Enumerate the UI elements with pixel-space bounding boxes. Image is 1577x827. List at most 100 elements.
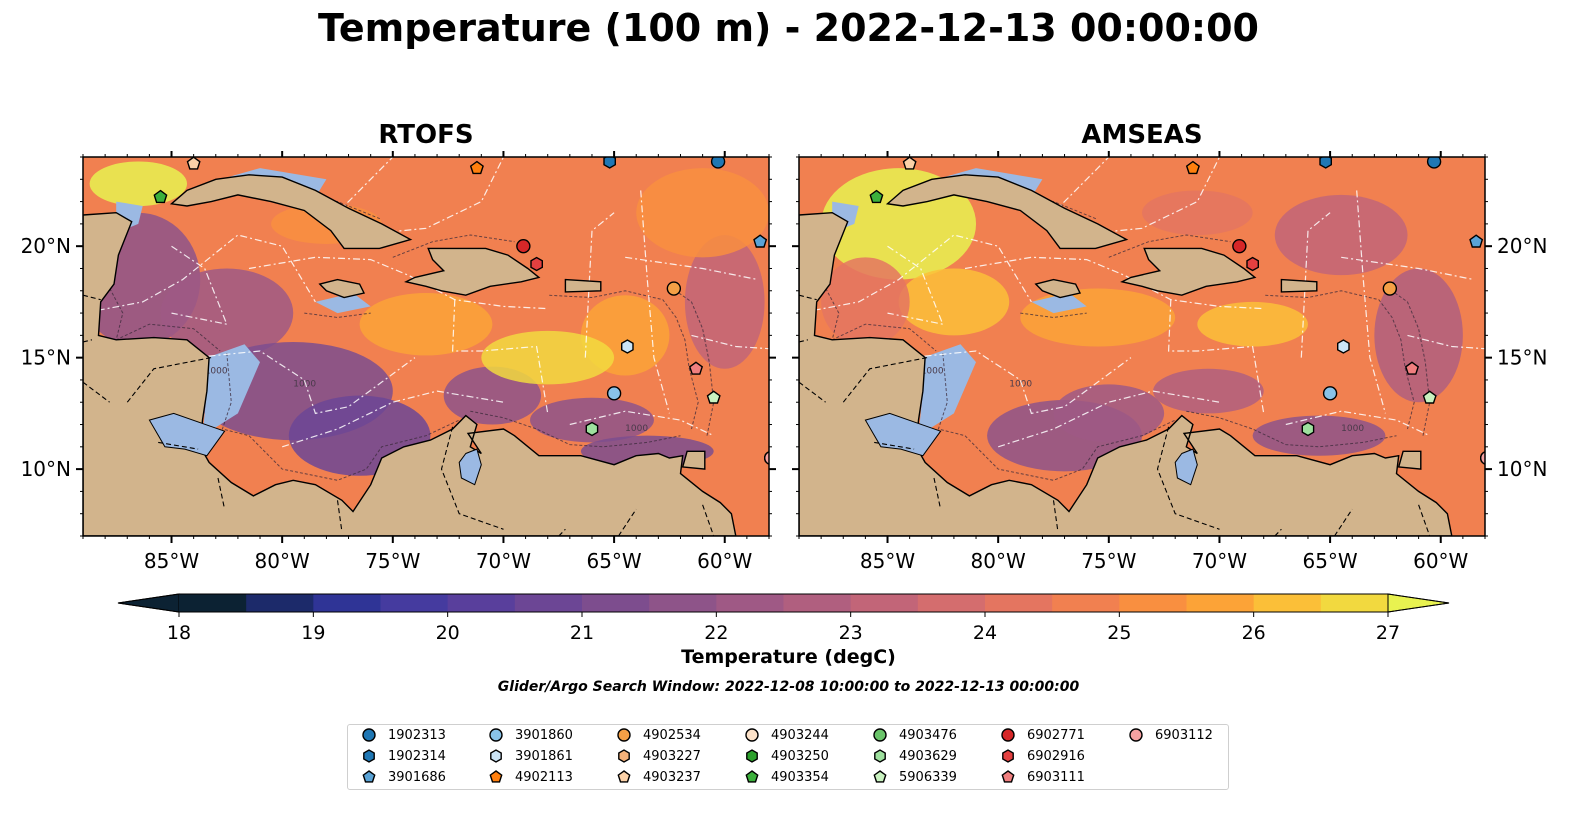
map-panel-amseas[interactable]: 1000 1000 1000 85°W 80°W 75°W 70°W 65°W 60°W 10°N… (792, 151, 1547, 573)
eez-boundary (451, 299, 549, 414)
legend-item-4903629: 4903629 (870, 746, 957, 766)
country-border (83, 294, 101, 301)
legend-label: 5906339 (899, 769, 957, 785)
contour-label: 1000 (205, 366, 228, 376)
country-border (842, 357, 928, 403)
float-marker-4903237 (902, 157, 917, 170)
legend-label: 4903354 (771, 769, 829, 785)
colorbar-segment (313, 594, 382, 612)
isobath-contour (937, 353, 1176, 481)
colorbar-label: Temperature (degC) (681, 646, 896, 668)
country-border (874, 441, 915, 450)
land-yucatan (83, 211, 737, 536)
legend-label: 3901860 (515, 727, 573, 743)
lat-tick-label: 20°N (21, 234, 71, 258)
legend-item-6903112: 6903112 (1126, 725, 1213, 745)
colorbar-tick-label: 21 (570, 622, 594, 644)
map-frame (82, 156, 770, 537)
legend-item-6902771: 6902771 (998, 725, 1085, 745)
pentagon-marker-icon (489, 770, 503, 783)
land-hispaniola (1120, 247, 1257, 296)
country-border (933, 477, 942, 510)
pentagon-marker-icon (362, 770, 376, 783)
float-marker-6902916 (1246, 256, 1260, 272)
legend-marker (1002, 749, 1014, 763)
eez-boundary (569, 410, 714, 437)
colorbar-tick-label: 23 (839, 622, 863, 644)
colorbar-segment (582, 594, 650, 612)
float-marker-6902771 (1232, 238, 1247, 254)
lon-tick-label: 80°W (971, 549, 1026, 573)
legend-item-5906339: 5906339 (870, 767, 957, 787)
temperature-patch (636, 168, 769, 258)
float-marker-1902314 (603, 157, 616, 169)
country-border (1334, 508, 1353, 536)
lat-tick-label: 15°N (21, 346, 71, 370)
eez-boundary (1407, 334, 1485, 350)
legend-marker (746, 749, 758, 763)
legend-marker (1001, 770, 1015, 783)
circle-marker-icon (873, 728, 887, 742)
country-border (799, 381, 826, 403)
eez-boundary (625, 256, 759, 281)
float-marker-6903111 (1404, 361, 1420, 375)
temperature-patch (1197, 301, 1308, 347)
eez-boundary (1167, 299, 1265, 414)
legend-label: 4903227 (643, 748, 701, 764)
isobath-contour (1108, 234, 1231, 258)
country-border (702, 504, 715, 536)
isobath-contour (1020, 312, 1087, 319)
country-border (217, 477, 226, 510)
contour-label: 1000 (921, 366, 944, 376)
map-panel-rtofs[interactable]: 1000 1000 1000 85°W 80°W 75°W 70°W 65°W 60°W 10°N… (21, 151, 778, 573)
eez-boundary (799, 234, 1032, 314)
legend-item-4903250: 4903250 (742, 746, 829, 766)
colorbar-segment (179, 594, 247, 612)
legend-marker (362, 728, 376, 742)
colorbar-tick-label: 24 (973, 622, 997, 644)
legend-marker (1001, 728, 1015, 742)
land-yucatan (799, 211, 1453, 536)
legend-marker (745, 728, 759, 742)
float-marker-4902534 (1382, 281, 1398, 296)
colorbar-tick-label: 25 (1107, 622, 1131, 644)
eez-boundary (887, 245, 944, 326)
float-marker-4903629 (1301, 421, 1315, 437)
circle-marker-icon (617, 728, 631, 742)
shallow-shelf (202, 344, 260, 436)
legend-marker (489, 728, 503, 742)
hexagon-marker-icon (618, 749, 630, 763)
colorbar-segment (783, 594, 852, 612)
hexagon-marker-icon (746, 749, 758, 763)
shallow-shelf (918, 344, 976, 436)
panel-title-amseas: AMSEAS (1081, 120, 1203, 150)
land-jamaica (1034, 278, 1082, 299)
colorbar-segment (1253, 594, 1322, 612)
legend-marker (362, 770, 376, 783)
country-border (83, 381, 110, 403)
circle-marker-icon (1129, 728, 1143, 742)
isobath-contour (547, 290, 699, 430)
temperature-patch (1020, 288, 1176, 347)
shallow-shelf (1031, 293, 1087, 314)
float-marker-5906339 (706, 390, 721, 404)
inland-lake (458, 448, 482, 486)
float-marker-1902313 (1426, 157, 1442, 169)
land-hispaniola (404, 247, 541, 296)
eez-boundary (1341, 256, 1475, 281)
isobath-contour (470, 410, 681, 448)
float-marker-4902113 (1185, 160, 1200, 175)
eez-boundary (584, 212, 615, 358)
panel-title-rtofs: RTOFS (378, 120, 474, 150)
float-marker-6903111 (688, 361, 704, 375)
legend-label: 4902113 (515, 769, 573, 785)
eez-boundary (909, 350, 1132, 415)
colorbar-tick-label: 27 (1376, 622, 1400, 644)
float-marker-5906339 (1422, 390, 1437, 404)
hexagon-marker-icon (363, 749, 375, 763)
legend-item-4903354: 4903354 (742, 767, 829, 787)
temperature-patch (89, 161, 188, 207)
inland-lake (1174, 448, 1198, 486)
legend-marker (490, 749, 502, 763)
legend-label: 1902314 (388, 748, 446, 764)
